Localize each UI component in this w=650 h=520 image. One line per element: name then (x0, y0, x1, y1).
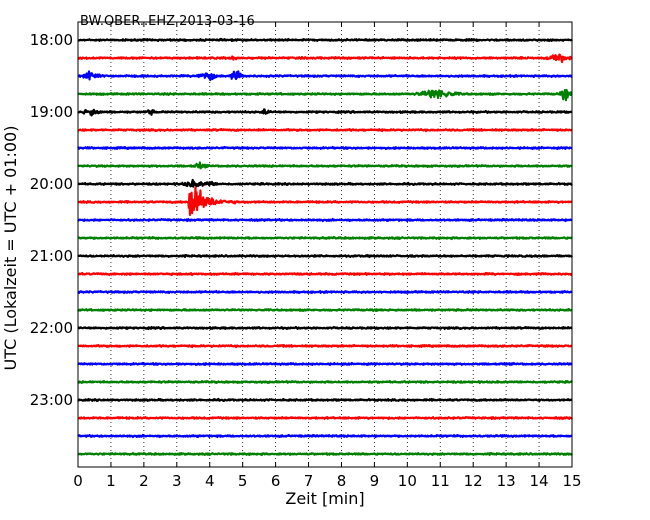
plot-frame (77, 21, 573, 468)
y-tick-label-2000: 20:00 (30, 175, 73, 193)
x-tick-label-12: 12 (464, 472, 483, 490)
x-tick-label-9: 9 (370, 472, 380, 490)
y-tick-label-1900: 19:00 (30, 103, 73, 121)
trace-2230 (77, 361, 573, 367)
y-tick-label-2300: 23:00 (30, 391, 73, 409)
x-tick-label-10: 10 (398, 472, 417, 490)
trace-2030 (77, 217, 573, 223)
y-tick-label-1800: 18:00 (30, 31, 73, 49)
trace-2315 (77, 415, 573, 421)
trace-1830 (77, 70, 573, 82)
trace-2345 (77, 451, 573, 457)
y-axis: 18:00 19:00 20:00 21:00 22:00 23:00 (30, 31, 572, 409)
trace-2015 (77, 186, 573, 217)
trace-1945 (77, 161, 573, 170)
x-tick-label-6: 6 (271, 472, 281, 490)
trace-1815 (77, 53, 573, 64)
trace-2100 (77, 254, 573, 259)
x-axis: 0 1 2 3 4 5 6 7 8 9 10 11 12 13 14 15 (73, 22, 582, 490)
x-tick-label-4: 4 (205, 472, 215, 490)
chart-traces (77, 37, 573, 457)
x-axis-label: Zeit [min] (285, 489, 364, 508)
trace-2215 (77, 343, 573, 349)
trace-1900 (77, 108, 573, 117)
trace-2145 (77, 308, 573, 313)
x-tick-label-1: 1 (106, 472, 116, 490)
trace-2130 (77, 290, 573, 295)
x-tick-label-11: 11 (431, 472, 450, 490)
trace-1800 (77, 37, 573, 43)
trace-2115 (77, 271, 573, 277)
x-tick-label-14: 14 (530, 472, 549, 490)
trace-2330 (77, 433, 573, 439)
x-tick-label-13: 13 (497, 472, 516, 490)
y-axis-label: UTC (Lokalzeit = UTC + 01:00) (1, 126, 20, 371)
trace-1915 (77, 127, 573, 133)
trace-1845 (77, 88, 573, 102)
trace-2300 (77, 397, 573, 403)
x-tick-label-3: 3 (172, 472, 182, 490)
y-tick-label-2100: 21:00 (30, 247, 73, 265)
x-tick-label-2: 2 (139, 472, 149, 490)
trace-1930 (77, 145, 573, 151)
x-tick-label-15: 15 (562, 472, 581, 490)
x-tick-label-5: 5 (238, 472, 248, 490)
trace-2045 (77, 235, 573, 241)
trace-2245 (77, 379, 573, 385)
x-tick-label-0: 0 (73, 472, 83, 490)
y-tick-label-2200: 22:00 (30, 319, 73, 337)
trace-2000 (77, 178, 573, 188)
x-tick-label-7: 7 (304, 472, 314, 490)
trace-2200 (77, 325, 573, 331)
x-tick-label-8: 8 (337, 472, 347, 490)
